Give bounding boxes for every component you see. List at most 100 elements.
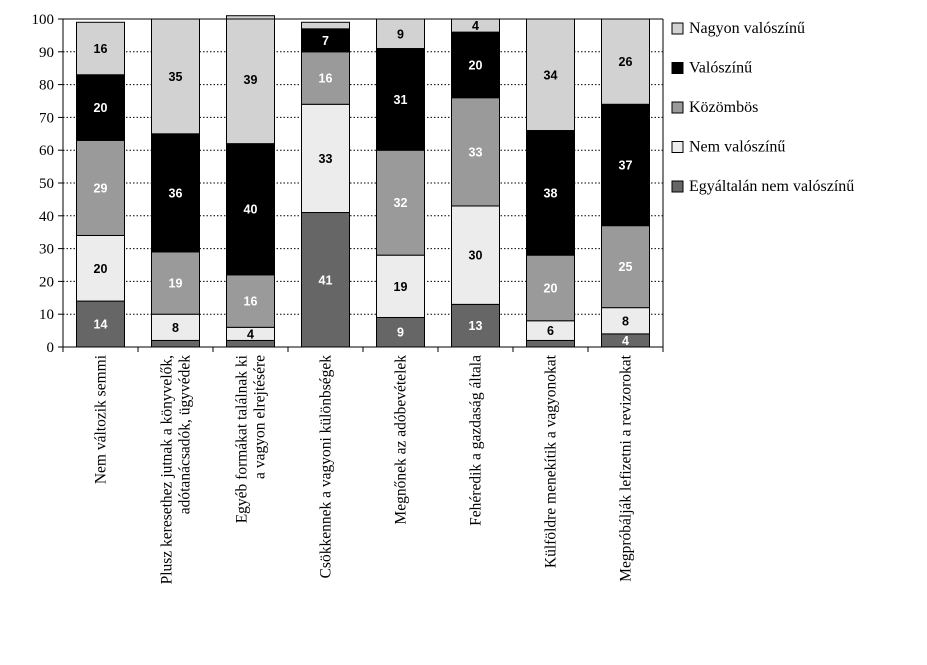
data-label: 34 [544, 68, 558, 82]
data-label: 9 [397, 326, 404, 340]
y-axis-ticks: 0 10 20 30 40 50 60 70 80 90 100 [32, 12, 664, 356]
data-label: 8 [622, 314, 629, 328]
data-label: 4 [247, 327, 254, 341]
bar-segment [376, 316, 425, 348]
bar-segment [76, 300, 125, 348]
y-tick-label: 0 [47, 340, 55, 356]
x-category-label: Plusz keresethez jutnak a könyvelők, adót… [159, 355, 194, 585]
data-label: 37 [619, 158, 633, 172]
bar-segment [151, 251, 200, 315]
x-category-label-line: adótanácsadók, ügyvédek [177, 355, 194, 514]
x-category-label-line: a vagyon elrejtésére [252, 355, 269, 479]
data-label: 30 [469, 249, 483, 263]
data-label: 33 [469, 145, 483, 159]
bar-segment [526, 130, 575, 256]
data-label: 38 [544, 186, 558, 200]
data-label: 36 [169, 186, 183, 200]
y-tick-label: 80 [39, 78, 54, 94]
y-tick-label: 100 [32, 12, 55, 28]
legend-label: Egyáltalán nem valószínű [689, 178, 854, 195]
bar-segment [226, 339, 275, 348]
data-label: 20 [544, 281, 558, 295]
y-tick-label: 90 [39, 45, 54, 61]
bar-segment [151, 18, 200, 135]
bar-segment [601, 307, 650, 335]
legend-label: Valószínű [689, 60, 752, 77]
data-label: 4 [622, 334, 629, 348]
bar-segment [301, 51, 350, 105]
bar-segment [301, 103, 350, 214]
bar-segment [76, 21, 125, 76]
data-label: 14 [94, 318, 108, 332]
x-category-label: Megpróbálják lefizetni a revizorokat [618, 354, 635, 581]
y-tick-label: 40 [39, 209, 54, 225]
bar-segment [601, 225, 650, 309]
legend-label: Közömbös [689, 99, 758, 116]
bar-segment [601, 18, 650, 105]
data-label: 7 [322, 34, 329, 48]
x-category-label: Csökkennek a vagyoni különbségek [318, 355, 335, 579]
data-label: 25 [619, 260, 633, 274]
bars: 14 20 29 20 16 8 19 36 35 4 16 40 39 41 33 16 7 9 19 32 31 9 1… [76, 15, 650, 348]
data-label: 26 [619, 55, 633, 69]
bar-segment [451, 205, 500, 305]
bar-segment [376, 254, 425, 318]
y-tick-label: 20 [39, 274, 54, 290]
bar-segment [151, 133, 200, 253]
data-label: 13 [469, 319, 483, 333]
y-tick-label: 60 [39, 143, 54, 159]
bar-segment [301, 21, 350, 30]
x-category-label: Egyéb formákat találnak ki a vagyon elrej… [234, 354, 269, 523]
y-tick-label: 10 [39, 307, 54, 323]
data-label: 16 [319, 72, 333, 86]
data-label: 39 [244, 73, 258, 87]
y-tick-label: 70 [39, 110, 54, 126]
data-label: 19 [169, 277, 183, 291]
bar-segment [76, 74, 125, 141]
bar-segment [226, 15, 275, 145]
bar-segment [226, 143, 275, 276]
bar-segment [601, 103, 650, 227]
x-category-label: Külföldre menekítik a vagyonokat [543, 354, 560, 568]
y-tick-label: 50 [39, 176, 54, 192]
bar-segment [76, 234, 125, 302]
data-label: 20 [94, 101, 108, 115]
legend: Nagyon valószínű Valószínű Közömbös Nem val… [671, 20, 854, 195]
data-label: 32 [394, 196, 408, 210]
x-category-label-line: Csökkennek a vagyoni különbségek [318, 355, 335, 579]
data-label: 20 [469, 58, 483, 72]
x-axis-labels: Nem változik semmi Plusz keresethez jutna… [93, 354, 635, 584]
bar-segment [451, 97, 500, 207]
x-category-label-line: Plusz keresethez jutnak a könyvelők, [159, 355, 176, 584]
x-category-label: Fehéredik a gazdaság általa [468, 355, 485, 526]
x-category-label-line: Fehéredik a gazdaság általa [468, 355, 485, 526]
x-category-label: Megnőnek az adóbevételek [393, 355, 410, 525]
bar-segment [301, 212, 350, 348]
data-label: 6 [547, 324, 554, 338]
bar-segment [526, 339, 575, 348]
x-category-label-line: Külföldre menekítik a vagyonokat [543, 354, 560, 568]
x-category-label-line: Megnőnek az adóbevételek [393, 355, 410, 525]
bar-segment [376, 48, 425, 151]
data-label: 9 [397, 27, 404, 41]
data-label: 16 [244, 295, 258, 309]
legend-swatch [671, 180, 684, 193]
x-category-label: Nem változik semmi [93, 354, 110, 484]
legend-swatch [671, 141, 684, 153]
legend-label: Nem valószínű [689, 139, 785, 156]
data-label: 40 [244, 203, 258, 217]
data-label: 29 [94, 181, 108, 195]
data-label: 4 [472, 19, 479, 33]
bar-segment [526, 254, 575, 322]
bar-segment [151, 313, 200, 341]
bar-segment [526, 18, 575, 132]
bar-segment [151, 339, 200, 348]
x-category-label-line: Nem változik semmi [93, 354, 110, 484]
data-label: 19 [394, 280, 408, 294]
x-category-label-line: Megpróbálják lefizetni a revizorokat [618, 354, 635, 581]
x-category-label-line: Egyéb formákat találnak ki [234, 354, 251, 523]
y-tick-label: 30 [39, 242, 54, 258]
bar-segment [451, 303, 500, 348]
legend-swatch [671, 22, 684, 35]
